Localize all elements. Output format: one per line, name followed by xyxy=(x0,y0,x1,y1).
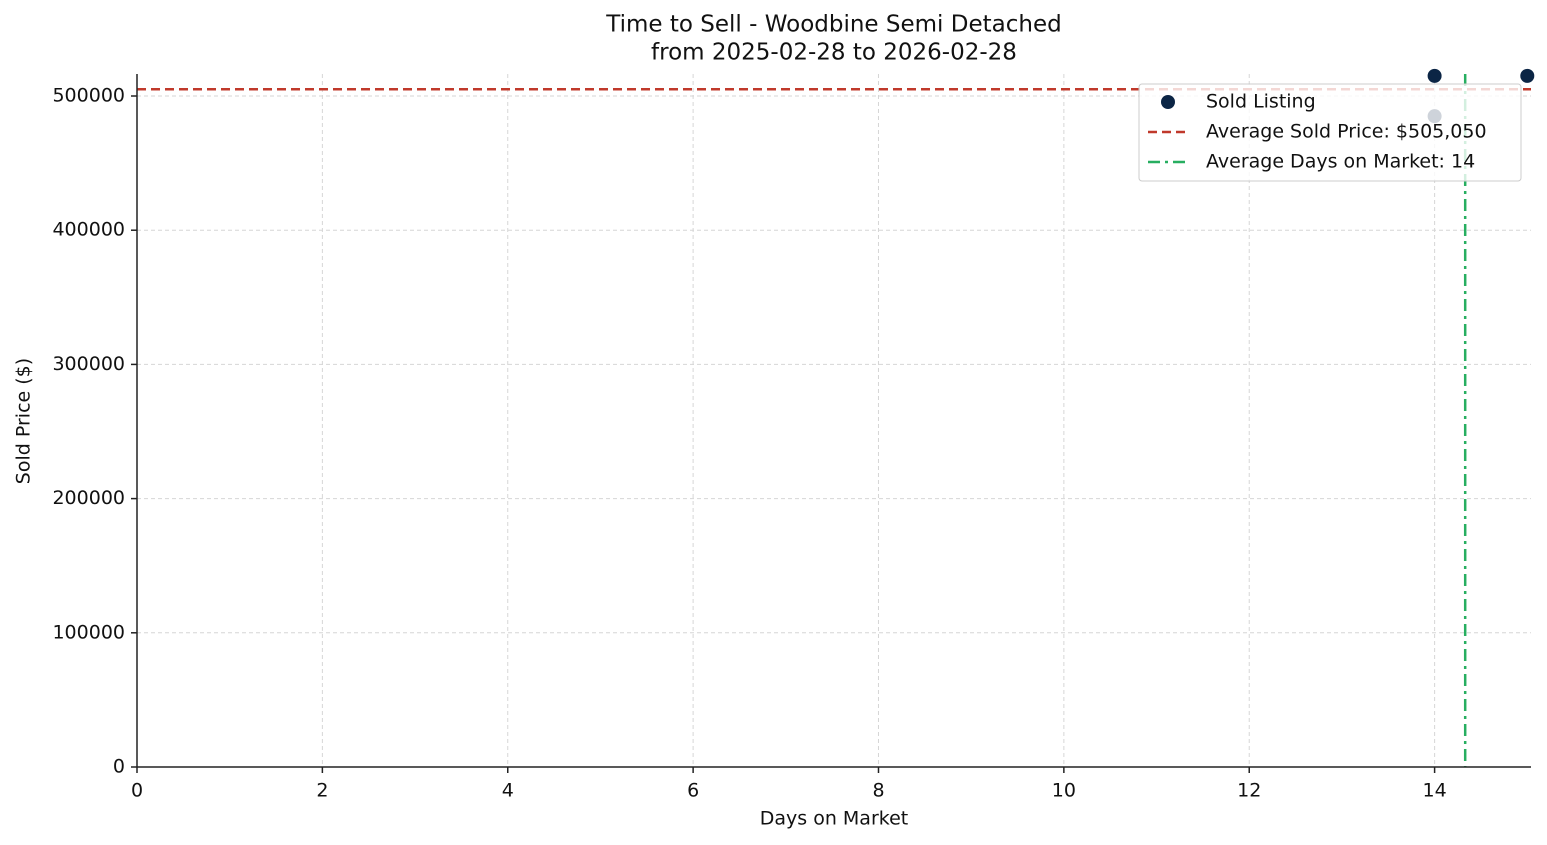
chart-subtitle: from 2025-02-28 to 2026-02-28 xyxy=(651,40,1017,66)
y-tick-label: 0 xyxy=(113,756,125,778)
x-tick-label: 2 xyxy=(316,780,328,802)
legend-label: Sold Listing xyxy=(1206,91,1316,113)
x-tick-label: 4 xyxy=(502,780,514,802)
legend-label: Average Days on Market: 14 xyxy=(1206,151,1475,173)
x-tick-label: 0 xyxy=(131,780,143,802)
legend: Sold Listing Average Sold Price: $505,050… xyxy=(1138,83,1522,182)
x-tick-label: 8 xyxy=(872,780,884,802)
y-tick-label: 400000 xyxy=(52,219,125,241)
y-tick-label: 200000 xyxy=(52,487,125,509)
y-tick-label: 300000 xyxy=(52,353,125,375)
legend-label: Average Sold Price: $505,050 xyxy=(1206,121,1487,143)
y-tick-label: 100000 xyxy=(52,621,125,643)
legend-box xyxy=(1138,83,1522,182)
x-tick-label: 14 xyxy=(1423,780,1447,802)
y-tick-label: 500000 xyxy=(52,85,125,107)
x-tick-label: 12 xyxy=(1237,780,1261,802)
point xyxy=(1427,68,1442,83)
y-axis-label: Sold Price ($) xyxy=(13,358,35,484)
x-tick-label: 6 xyxy=(687,780,699,802)
chart-title: Time to Sell - Woodbine Semi Detached xyxy=(605,12,1061,38)
x-tick-label: 10 xyxy=(1052,780,1076,802)
point xyxy=(1520,68,1535,83)
x-axis-label: Days on Market xyxy=(760,808,908,830)
legend-marker xyxy=(1161,95,1175,109)
